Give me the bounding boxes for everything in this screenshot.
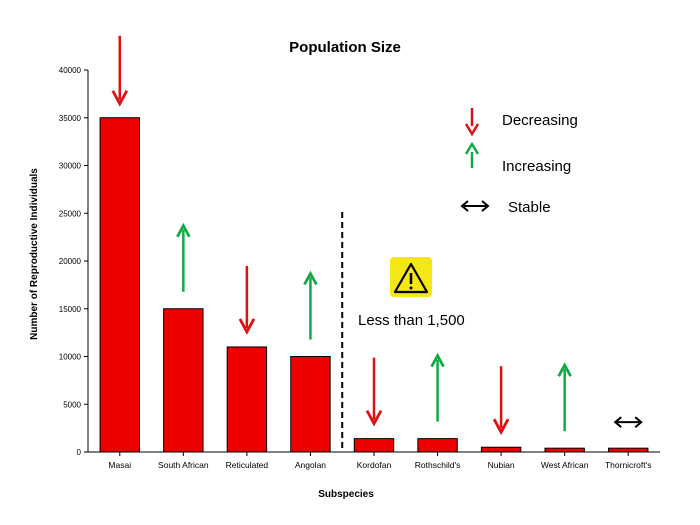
increasing-trend-arrow-west-african (557, 362, 572, 432)
legend-label-decreasing: Decreasing (502, 112, 578, 129)
category-label-thornicroft-s: Thornicroft's (605, 460, 652, 470)
y-tick-label: 10000 (59, 353, 82, 362)
annotation-text: Less than 1,500 (358, 312, 465, 329)
y-tick-label: 35000 (59, 114, 82, 123)
stable-trend-arrow-thornicroft-s (613, 416, 643, 428)
chart-title: Population Size (289, 39, 401, 56)
increasing-trend-arrow-south-african (176, 222, 191, 292)
y-tick-label: 25000 (59, 209, 82, 218)
category-label-rothschild-s: Rothschild's (415, 460, 461, 470)
legend-label-stable: Stable (508, 199, 551, 216)
category-label-reticulated: Reticulated (226, 460, 269, 470)
category-label-kordofan: Kordofan (357, 460, 392, 470)
legend-label-increasing: Increasing (502, 158, 571, 175)
bar-reticulated (226, 346, 268, 453)
up-arrow-icon (464, 141, 480, 168)
y-tick-label: 15000 (59, 305, 82, 314)
y-tick-label: 0 (77, 448, 82, 457)
decreasing-trend-arrow-masai (111, 35, 129, 107)
double-arrow-icon (460, 200, 490, 212)
legend-decreasing: Decreasing (464, 108, 578, 137)
warning-annotation: Less than 1,500 (358, 257, 465, 329)
down-arrow-icon (464, 108, 480, 137)
increasing-trend-arrow-angolan (303, 270, 318, 340)
warning-icon (390, 257, 432, 297)
category-label-nubian: Nubian (488, 460, 515, 470)
category-label-south-african: South African (158, 460, 209, 470)
bar-kordofan (353, 438, 395, 453)
bar-angolan (290, 356, 331, 453)
category-label-west-african: West African (541, 460, 589, 470)
decreasing-trend-arrow-kordofan (365, 357, 383, 427)
category-labels: Masai South African Reticulated Angolan Kord… (108, 452, 651, 470)
y-tick-label: 40000 (59, 66, 82, 75)
legend-increasing: Increasing (464, 141, 571, 175)
bar-south-african (163, 308, 204, 453)
bar-west-african (544, 447, 585, 453)
bar-rothschild-s (417, 438, 458, 453)
decreasing-trend-arrow-reticulated (238, 265, 256, 335)
trend-arrows-group (111, 35, 643, 436)
y-tick-label: 30000 (59, 162, 82, 171)
bar-masai (99, 117, 140, 453)
decreasing-trend-arrow-nubian (492, 366, 510, 436)
bar-thornicroft-s (608, 447, 649, 453)
bars-group (99, 117, 649, 453)
bar-nubian (480, 446, 522, 453)
category-label-angolan: Angolan (295, 460, 326, 470)
legend: Decreasing Increasing Stable (460, 108, 578, 216)
y-tick-label: 20000 (59, 257, 82, 266)
legend-stable: Stable (460, 199, 551, 216)
y-axis-label: Number of Reproductive Individuals (29, 168, 40, 340)
x-axis-label: Subspecies (318, 489, 374, 500)
increasing-trend-arrow-rothschild-s (430, 352, 445, 422)
y-tick-label: 5000 (63, 400, 81, 409)
category-label-masai: Masai (108, 460, 131, 470)
y-axis-ticks: 0 5000 10000 15000 20000 25000 30000 35000 40000 (59, 66, 88, 457)
